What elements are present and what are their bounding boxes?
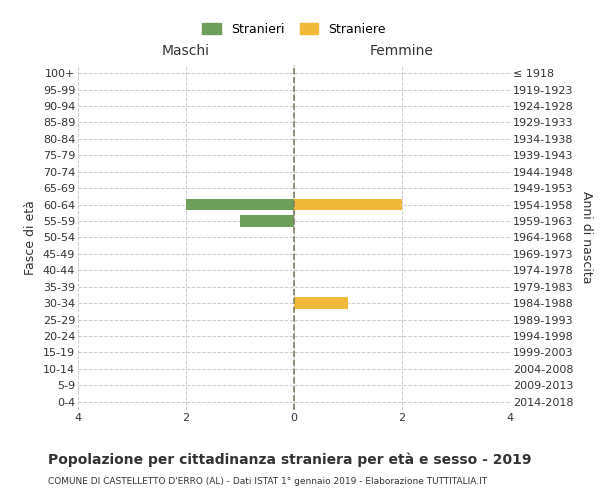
- Y-axis label: Anni di nascita: Anni di nascita: [580, 191, 593, 284]
- Bar: [294, 199, 402, 210]
- Bar: [294, 298, 348, 309]
- Text: COMUNE DI CASTELLETTO D'ERRO (AL) - Dati ISTAT 1° gennaio 2019 - Elaborazione TU: COMUNE DI CASTELLETTO D'ERRO (AL) - Dati…: [48, 478, 487, 486]
- Legend: Stranieri, Straniere: Stranieri, Straniere: [202, 23, 386, 36]
- Text: Maschi: Maschi: [162, 44, 210, 58]
- Text: Femmine: Femmine: [370, 44, 434, 58]
- Bar: [186, 199, 294, 210]
- Bar: [240, 216, 294, 227]
- Y-axis label: Fasce di età: Fasce di età: [24, 200, 37, 275]
- Text: Popolazione per cittadinanza straniera per età e sesso - 2019: Popolazione per cittadinanza straniera p…: [48, 452, 532, 467]
